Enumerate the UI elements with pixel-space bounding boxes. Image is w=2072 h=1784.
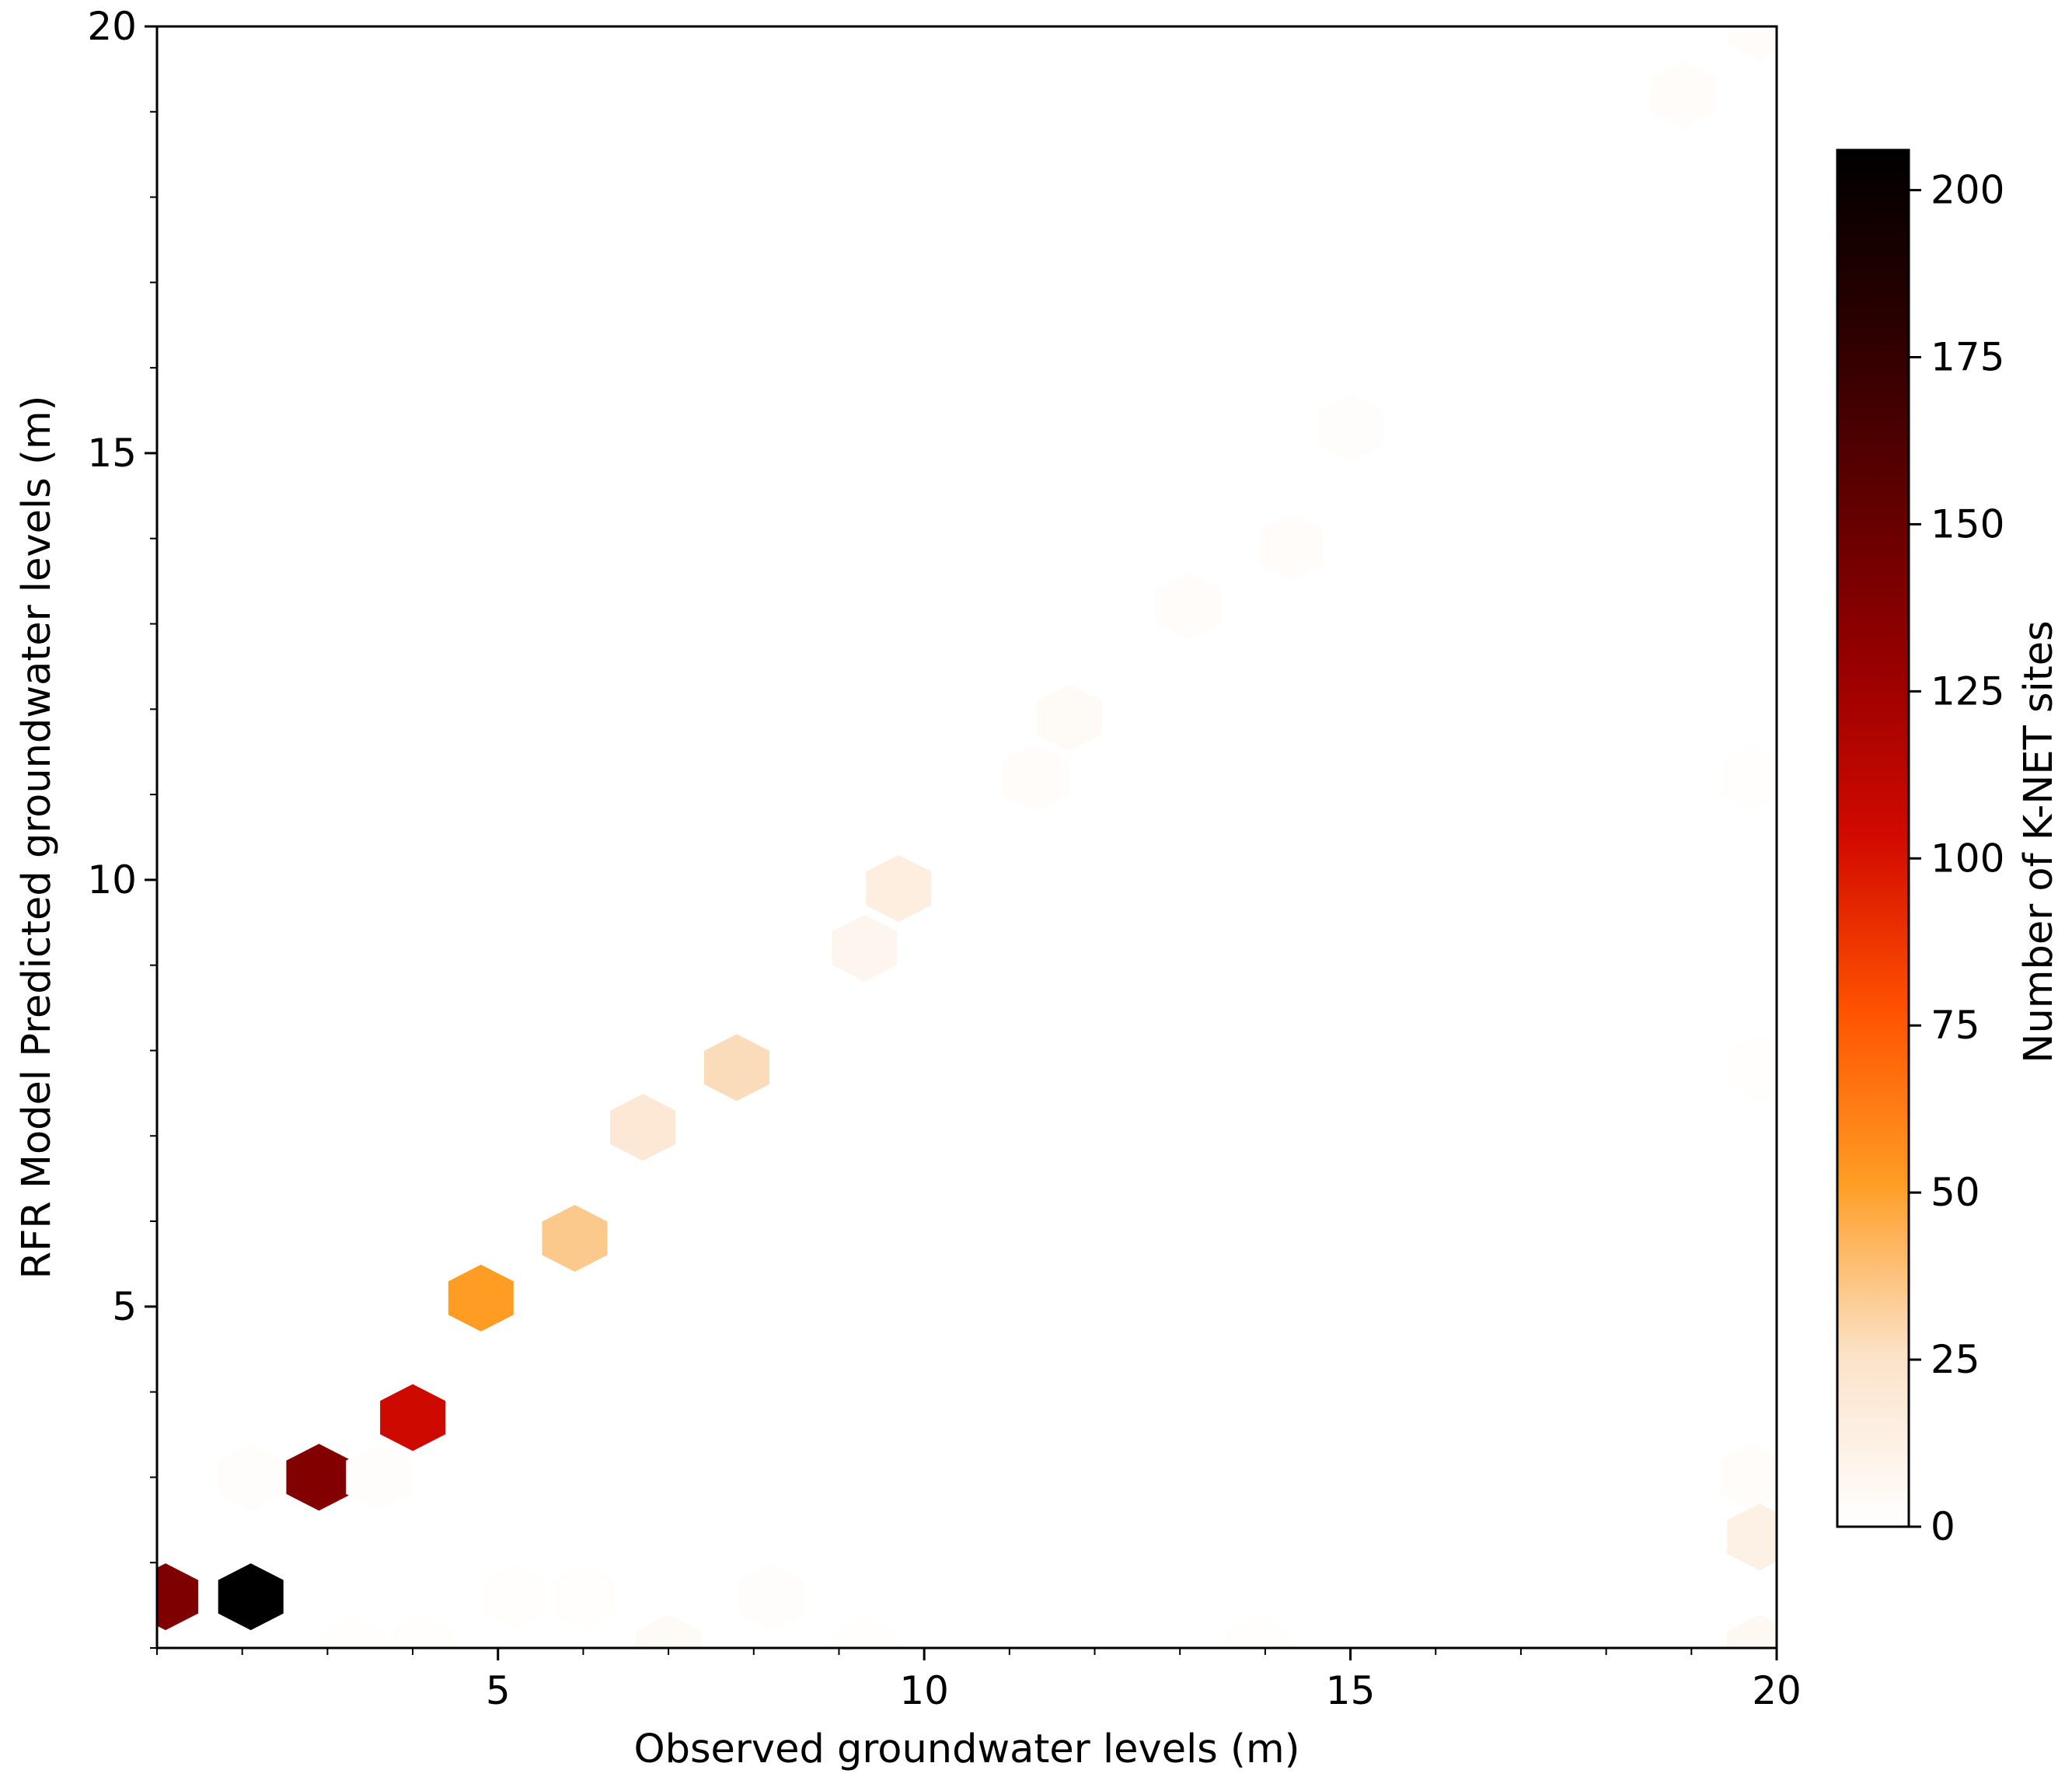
plot-frame [155,25,1778,1650]
x-tick-label: 20 [1752,1668,1802,1713]
y-tick-label: 10 [87,857,137,902]
colorbar-tick-label: 100 [1931,836,2004,881]
hexbin-cell [703,1034,769,1101]
colorbar [1836,148,1910,1528]
hexbin-cell [346,1444,412,1511]
hexbin-cells [157,26,1777,1648]
hexbin-cell [550,1563,616,1631]
colorbar-tick-label: 25 [1931,1337,1980,1382]
hexbin-cell [1223,1615,1289,1648]
y-axis: 5 10 15 20 [87,4,157,1649]
colorbar-tick-label: 200 [1931,168,2004,213]
y-axis-label: RFR Model Predicted groundwater levels (… [14,396,60,1280]
colorbar-tick-label: 175 [1931,335,2004,380]
hexbin-cell [1258,513,1324,581]
colorbar-tick-label: 0 [1931,1504,1955,1549]
y-tick-label: 20 [87,4,137,49]
hexbin-cell [1727,1034,1777,1101]
hexbin-cell [286,1444,352,1511]
hexbin-cell [157,1563,198,1631]
hexbin-cell [1317,394,1383,461]
hexbin-cell [1727,26,1777,60]
hexbin-cell [1727,1503,1777,1571]
hexbin-cell [542,1205,608,1272]
hexbin-cell [1650,61,1716,128]
colorbar-tick-label: 75 [1931,1003,1980,1048]
hexbin-cell [1718,744,1777,812]
hexbin-cell [866,854,932,922]
plot-area [157,26,1777,1648]
hexbin-cell [1002,744,1068,812]
colorbar-axis: 0 25 50 75 100 125 150 175 200 [1909,168,2004,1549]
y-tick-label: 15 [87,431,137,476]
colorbar-tick-label: 50 [1931,1170,1980,1215]
x-axis-label: Observed groundwater levels (m) [633,1726,1299,1772]
hexbin-cell [832,1615,898,1648]
colorbar-tick-label: 150 [1931,501,2004,546]
colorbar-label: Number of K-NET sites [2016,620,2062,1063]
hexbin-cell [320,1615,386,1648]
y-tick-label: 5 [112,1284,137,1329]
hexbin-cell [1036,684,1102,752]
hexbin-cell [389,1615,454,1648]
x-tick-label: 10 [899,1668,949,1713]
hexbin-cell [1718,1444,1777,1511]
x-axis: 5 10 15 20 [156,1648,1802,1713]
hexbin-cell [832,914,898,982]
hexbin-cell [1727,1615,1777,1648]
colorbar-tick-label: 125 [1931,669,2004,714]
hexbin-cell [482,1563,548,1631]
hexbin-cell [218,1444,284,1511]
x-tick-label: 5 [486,1668,511,1713]
hexbin-cell [738,1563,804,1631]
hexbin-cell [610,1094,676,1161]
hexbin-cell [636,1615,702,1648]
hexbin-cell [380,1384,446,1451]
hexbin-cell [218,1563,284,1631]
hexbin-cell [1156,573,1222,641]
x-tick-label: 15 [1326,1668,1376,1713]
hexbin-cell [448,1264,514,1332]
